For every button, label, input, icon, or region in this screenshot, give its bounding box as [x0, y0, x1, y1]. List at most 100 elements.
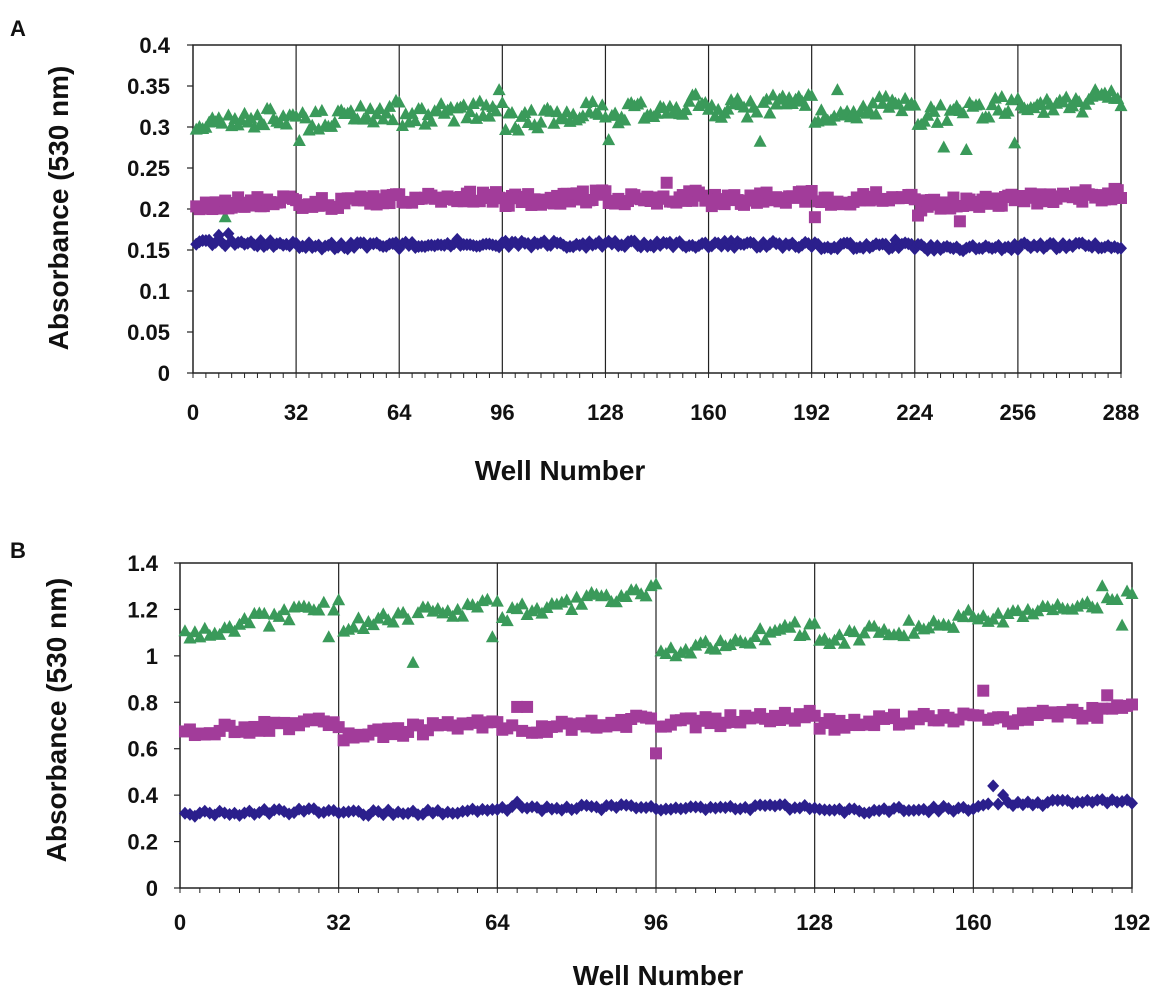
data-point-triangle: [524, 103, 538, 116]
data-point-triangle: [682, 94, 696, 107]
y-tick-label-b: 0.6: [127, 737, 158, 762]
data-point-triangle: [499, 123, 513, 136]
data-point-triangle: [992, 103, 1006, 116]
data-point-triangle: [376, 607, 390, 620]
y-tick-label-b: 1: [146, 644, 158, 669]
data-point-triangle: [366, 618, 380, 631]
data-point-triangle: [424, 114, 438, 127]
data-point-triangle: [1066, 99, 1080, 112]
data-point-triangle: [456, 609, 470, 622]
data-point-triangle: [619, 590, 633, 603]
data-point-triangle: [737, 100, 751, 113]
data-point-triangle: [198, 621, 212, 634]
data-point-triangle: [608, 106, 622, 119]
data-point-triangle: [863, 104, 877, 117]
data-point-triangle: [215, 116, 229, 129]
x-tick-label-b: 96: [644, 910, 668, 935]
data-point-triangle: [760, 92, 774, 105]
data-point-square: [908, 193, 921, 206]
data-point-triangle: [758, 633, 772, 646]
x-tick-label-b: 160: [955, 910, 992, 935]
data-point-triangle: [1016, 609, 1030, 622]
data-point-square: [1101, 689, 1114, 702]
data-point-square: [805, 184, 818, 197]
data-point-triangle: [830, 83, 844, 96]
y-tick-label-a: 0.2: [139, 197, 170, 222]
y-tick-label-b: 1.2: [127, 597, 158, 622]
data-point-square: [1086, 701, 1099, 714]
data-point-triangle: [609, 595, 623, 608]
x-axis-title-a: Well Number: [475, 455, 646, 486]
data-point-triangle: [482, 109, 496, 122]
data-point-triangle: [867, 619, 881, 632]
series-triangle-b: [178, 577, 1139, 668]
data-point-diamond: [982, 797, 995, 811]
data-point-square: [332, 721, 345, 734]
data-point-triangle: [434, 97, 448, 110]
panel-label-a: A: [10, 16, 26, 41]
data-point-triangle: [811, 114, 825, 127]
data-point-square: [506, 719, 519, 732]
data-point-triangle: [312, 122, 326, 135]
series-square-a: [190, 176, 1127, 228]
data-point-square: [645, 712, 658, 725]
y-tick-label-a: 0.25: [127, 156, 170, 181]
data-point-triangle: [401, 612, 415, 625]
panel-label-b: B: [10, 538, 26, 563]
data-point-diamond: [987, 779, 1000, 793]
data-point-triangle: [908, 98, 922, 111]
data-point-triangle: [1125, 587, 1139, 600]
data-point-triangle: [406, 655, 420, 668]
data-point-triangle: [312, 603, 326, 616]
data-point-triangle: [1033, 96, 1047, 109]
data-point-triangle: [272, 609, 286, 622]
data-point-triangle: [940, 113, 954, 126]
data-point-square: [977, 684, 990, 697]
data-point-square: [412, 719, 424, 732]
data-point-triangle: [1059, 90, 1073, 103]
data-point-square: [1096, 702, 1109, 715]
data-point-triangle: [788, 615, 802, 628]
data-point-triangle: [1066, 602, 1079, 615]
data-point-triangle: [1075, 105, 1089, 118]
data-point-triangle: [895, 104, 909, 117]
data-point-triangle: [560, 593, 574, 606]
data-point-triangle: [580, 589, 594, 602]
data-point-diamond: [892, 800, 905, 814]
data-point-triangle: [383, 99, 397, 112]
data-point-triangle: [1115, 618, 1129, 631]
data-point-triangle: [961, 603, 975, 616]
data-point-triangle: [996, 615, 1010, 628]
data-point-triangle: [748, 630, 762, 643]
data-point-triangle: [709, 642, 722, 655]
y-tick-label-b: 1.4: [127, 551, 158, 576]
data-point-triangle: [827, 109, 841, 122]
data-point-triangle: [282, 613, 296, 626]
data-point-square: [808, 211, 821, 224]
y-tick-label-b: 0.2: [127, 830, 158, 855]
data-point-triangle: [684, 646, 698, 659]
panel-a: A Well Number Absorbance (530 nm) 0 0.05 0…: [10, 16, 1139, 486]
data-point-triangle: [956, 106, 970, 119]
data-point-triangle: [511, 123, 525, 136]
x-tick-label-a: 64: [387, 400, 412, 425]
series-diamond-b: [178, 779, 1138, 823]
y-tick-label-b: 0.4: [127, 783, 158, 808]
data-point-triangle: [927, 104, 941, 117]
data-point-triangle: [921, 108, 935, 121]
data-point-triangle: [995, 89, 1009, 102]
y-tick-label-b: 0: [146, 876, 158, 901]
data-point-triangle: [534, 115, 548, 128]
series-diamond-a: [190, 227, 1127, 258]
data-point-triangle: [471, 600, 484, 613]
data-point-triangle: [882, 100, 896, 113]
data-point-triangle: [480, 592, 494, 605]
y-tick-label-a: 0.4: [139, 33, 170, 58]
x-tick-label-b: 64: [485, 910, 510, 935]
data-point-square: [972, 709, 985, 722]
data-point-triangle: [956, 610, 970, 623]
x-tick-label-a: 96: [490, 400, 514, 425]
y-tick-label-a: 0.15: [127, 238, 170, 263]
data-point-triangle: [922, 621, 936, 634]
